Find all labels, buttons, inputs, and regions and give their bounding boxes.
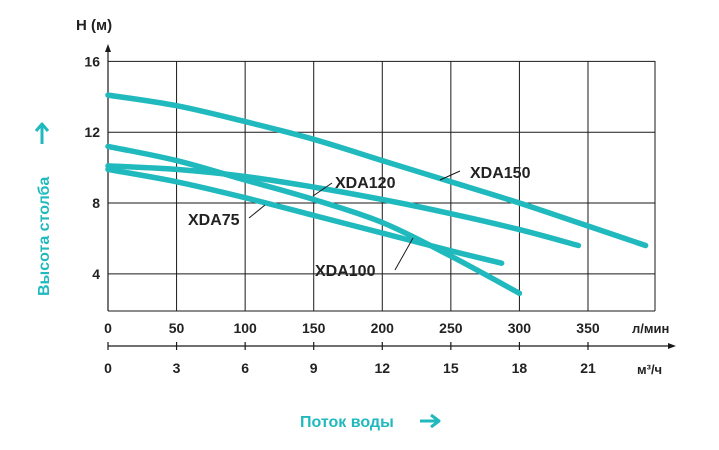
y-tick-label: 4 [92,266,100,282]
x-tick-label: 50 [169,320,185,336]
y-axis-top-label: H (м) [76,17,112,34]
x-tick-label: 100 [233,320,257,336]
x-tick-label: 0 [104,320,112,336]
curve-xda75 [105,166,505,266]
arrow-up-icon [34,122,50,144]
x2-tick-label: 12 [374,360,390,376]
x-ticks-secondary: 0 3 6 9 12 15 18 21 [104,342,596,376]
x-tick-label: 350 [576,320,600,336]
x-ticks-primary: 0 50 100 150 200 250 300 350 [104,320,600,336]
y-axis-side-label: Высота столба [34,122,53,296]
curve-xda120 [105,163,582,249]
curve-xda150 [105,92,649,249]
x-unit-secondary: м³/ч [637,362,662,377]
x-tick-label: 300 [508,320,532,336]
series-label-xda150: XDA150 [470,165,531,182]
x-axis-arrowhead [668,343,676,349]
y-ticks: 4 8 12 16 [84,53,100,281]
leader-line [394,237,414,271]
x-tick-label: 200 [371,320,395,336]
x-tick-label: 250 [439,320,463,336]
x2-tick-label: 18 [512,360,528,376]
series-label-xda75: XDA75 [188,212,240,229]
grid-lines [108,60,656,312]
arrow-right-icon [420,413,441,429]
curve-xda100 [105,143,523,297]
x2-tick-label: 0 [104,360,112,376]
y-axis-side-label-text: Высота столба [36,177,53,296]
pump-curves [105,92,649,297]
y-axis-arrowhead [105,44,111,52]
x-tick-label: 150 [302,320,326,336]
x2-tick-label: 15 [443,360,459,376]
series-label-xda120: XDA120 [335,175,396,192]
x-axis-bottom-label: Поток воды [300,413,441,431]
leader-line [312,182,333,197]
x2-tick-label: 3 [173,360,181,376]
x2-tick-label: 21 [580,360,596,376]
y-tick-label: 16 [84,53,100,69]
axes [105,44,676,349]
x2-tick-label: 6 [241,360,249,376]
y-tick-label: 8 [92,195,100,211]
series-label-xda100: XDA100 [315,263,376,280]
series-labels: XDA150 XDA120 XDA100 XDA75 [188,165,531,280]
leader-line [439,170,461,181]
y-tick-label: 12 [84,124,100,140]
x-axis-bottom-label-text: Поток воды [300,414,394,431]
x-unit-primary: л/мин [632,321,669,336]
x2-tick-label: 9 [310,360,318,376]
leader-line [248,204,266,219]
